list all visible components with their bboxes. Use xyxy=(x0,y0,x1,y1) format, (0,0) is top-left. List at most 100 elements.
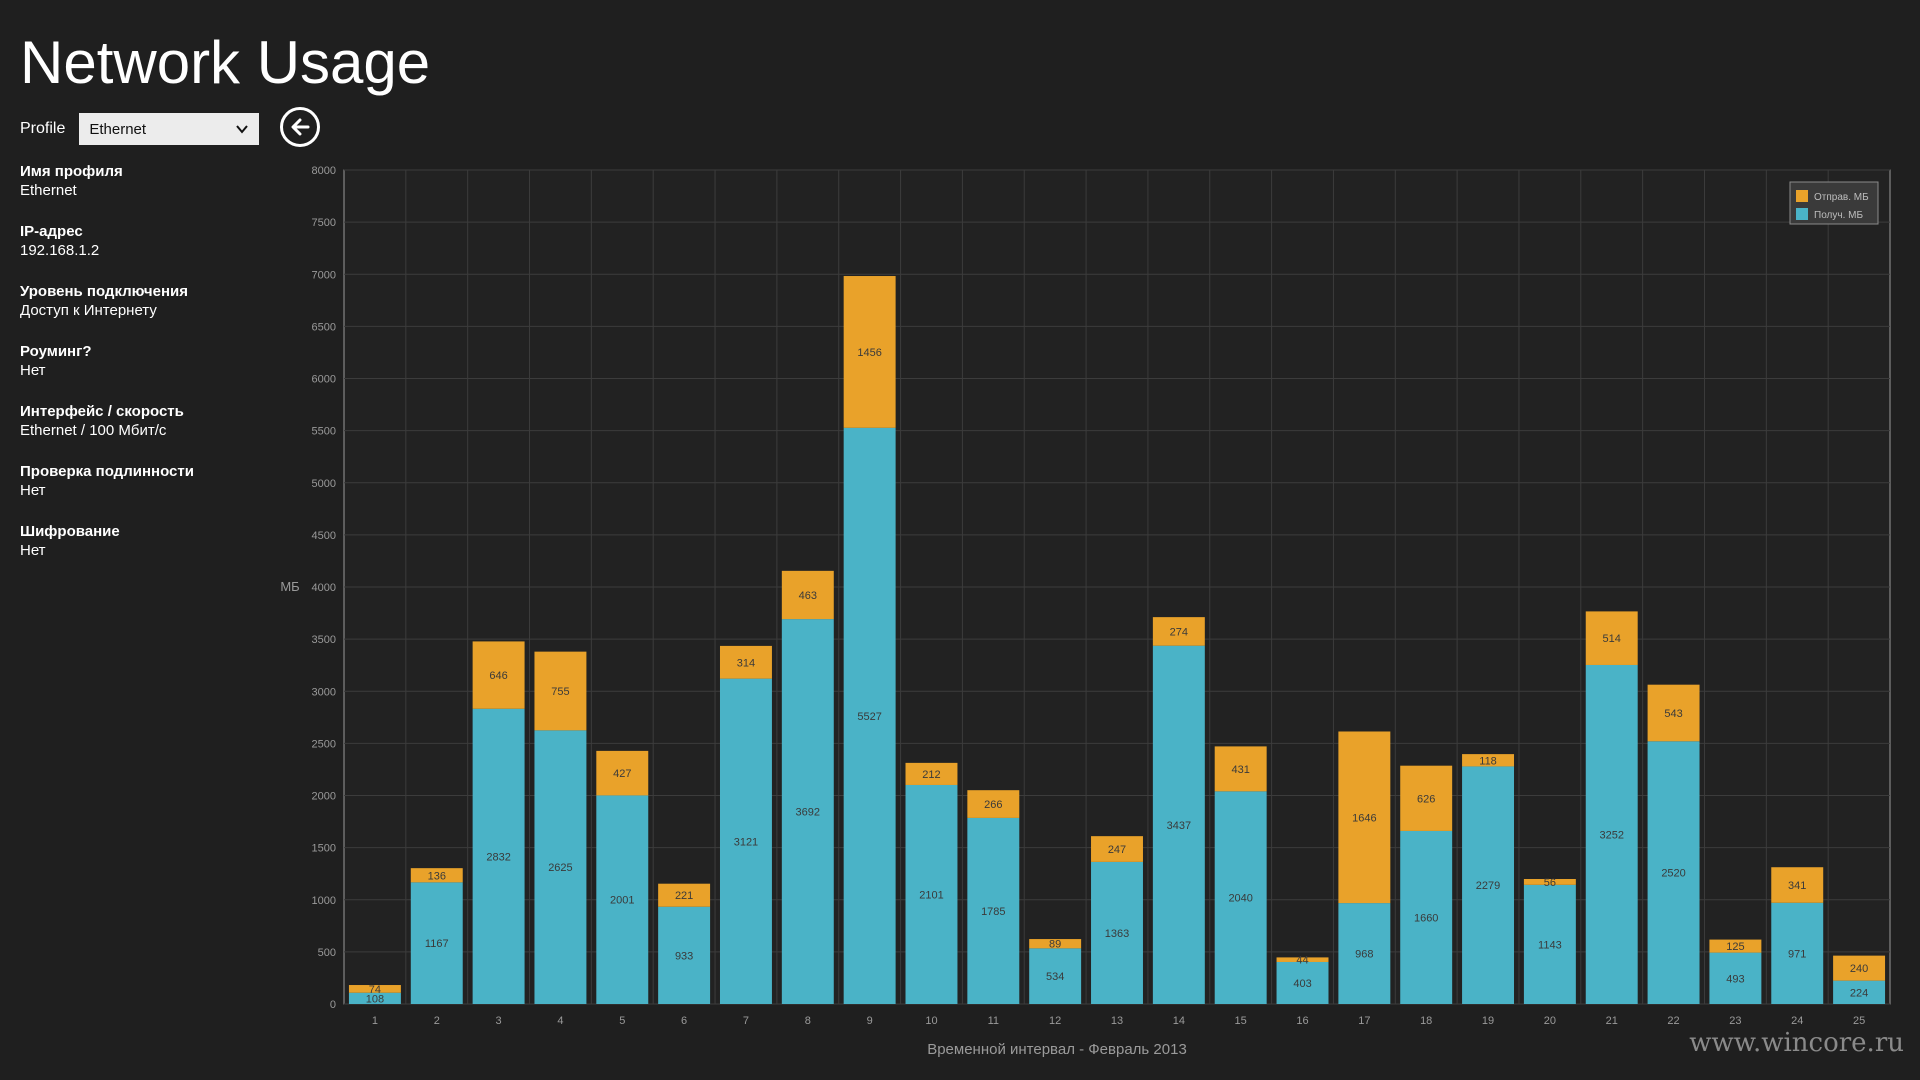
data-label-sent: 755 xyxy=(551,686,569,698)
bar-received xyxy=(1029,948,1082,1004)
data-label-sent: 89 xyxy=(1049,939,1061,951)
info-label: Имя профиля xyxy=(20,163,123,180)
bar-received xyxy=(967,817,1020,1004)
data-label-sent: 118 xyxy=(1479,755,1497,767)
profile-select[interactable]: Ethernet xyxy=(79,113,260,145)
data-label-received: 1167 xyxy=(425,938,449,950)
x-tick-label: 5 xyxy=(619,1015,625,1027)
x-tick-label: 16 xyxy=(1296,1015,1308,1027)
bar-sent xyxy=(1152,617,1205,646)
data-label-received: 968 xyxy=(1355,949,1373,961)
data-label-sent: 240 xyxy=(1850,963,1868,975)
y-tick-label: 7000 xyxy=(312,269,336,281)
bar-sent xyxy=(1338,731,1391,904)
x-tick-label: 8 xyxy=(805,1015,811,1027)
data-label-received: 2279 xyxy=(1476,880,1500,892)
info-label: Уровень подключения xyxy=(20,283,188,300)
info-value: Нет xyxy=(20,362,46,379)
y-tick-label: 3500 xyxy=(312,634,336,646)
bar-sent xyxy=(1400,765,1453,831)
profile-row: Profile Ethernet xyxy=(20,113,260,145)
info-label: IP-адрес xyxy=(20,223,83,240)
data-label-sent: 266 xyxy=(984,799,1002,811)
data-label-received: 971 xyxy=(1788,948,1806,960)
data-label-received: 2101 xyxy=(919,889,943,901)
x-tick-label: 20 xyxy=(1544,1015,1556,1027)
y-tick-label: 4500 xyxy=(312,530,336,542)
info-authentication: Проверка подлинности Нет xyxy=(20,462,260,501)
data-label-sent: 646 xyxy=(489,670,507,682)
y-tick-label: 7500 xyxy=(312,217,336,229)
bar-received xyxy=(596,795,649,1004)
bar-received xyxy=(1585,664,1638,1004)
data-label-received: 2040 xyxy=(1228,893,1252,905)
data-label-sent: 125 xyxy=(1726,941,1744,953)
bar-received xyxy=(843,427,896,1004)
bar-received xyxy=(781,619,834,1004)
data-label-sent: 514 xyxy=(1603,633,1621,645)
y-tick-label: 5500 xyxy=(312,426,336,438)
back-arrow-icon xyxy=(291,118,310,136)
data-label-received: 1363 xyxy=(1105,928,1129,940)
back-button[interactable] xyxy=(280,107,320,147)
data-label-received: 493 xyxy=(1726,973,1744,985)
data-label-sent: 341 xyxy=(1788,880,1806,892)
bar-received xyxy=(348,992,401,1004)
data-label-received: 1660 xyxy=(1414,912,1438,924)
y-tick-label: 500 xyxy=(318,947,336,959)
bar-sent xyxy=(967,790,1020,818)
data-label-received: 3121 xyxy=(734,836,758,848)
profile-info-panel: Имя профиля Ethernet IP-адрес 192.168.1.… xyxy=(20,162,260,582)
bar-sent xyxy=(658,883,711,907)
bar-sent xyxy=(1523,879,1576,885)
bar-received xyxy=(1523,884,1576,1004)
data-label-received: 1785 xyxy=(981,906,1005,918)
y-tick-label: 1500 xyxy=(312,843,336,855)
data-label-received: 534 xyxy=(1046,971,1064,983)
y-tick-label: 6000 xyxy=(312,374,336,386)
x-tick-label: 3 xyxy=(496,1015,502,1027)
data-label-received: 3437 xyxy=(1167,820,1191,832)
bar-sent xyxy=(1585,611,1638,665)
bar-sent xyxy=(1029,939,1082,949)
profile-select-value: Ethernet xyxy=(89,120,147,138)
bar-received xyxy=(1091,861,1143,1004)
bar-received xyxy=(658,906,711,1004)
data-label-sent: 1646 xyxy=(1352,812,1376,824)
x-tick-label: 9 xyxy=(867,1015,873,1027)
data-label-sent: 314 xyxy=(737,657,755,669)
info-profile-name: Имя профиля Ethernet xyxy=(20,162,260,201)
data-label-received: 403 xyxy=(1293,978,1311,990)
info-connectivity: Уровень подключения Доступ к Интернету xyxy=(20,282,260,321)
x-tick-label: 14 xyxy=(1173,1015,1185,1027)
info-label: Шифрование xyxy=(20,523,120,540)
y-tick-label: 1000 xyxy=(312,895,336,907)
data-label-sent: 74 xyxy=(369,984,381,996)
bar-sent xyxy=(1462,754,1515,767)
data-label-received: 2625 xyxy=(548,862,572,874)
info-label: Проверка подлинности xyxy=(20,463,194,480)
network-usage-chart: 0 500 1000 1500 2000 2500 3000 3500 4000 4500 5000… xyxy=(280,165,1891,1058)
x-tick-label: 23 xyxy=(1729,1015,1741,1027)
data-label-sent: 427 xyxy=(613,768,631,780)
data-label-received: 2832 xyxy=(486,851,510,863)
y-tick-label: 2000 xyxy=(312,791,336,803)
y-tick-label: 0 xyxy=(330,999,336,1011)
x-tick-label: 1 xyxy=(372,1015,378,1027)
info-value: Доступ к Интернету xyxy=(20,302,157,319)
data-label-received: 3692 xyxy=(796,807,820,819)
data-label-sent: 274 xyxy=(1170,626,1188,638)
bar-received xyxy=(1647,741,1700,1004)
data-label-received: 2520 xyxy=(1661,868,1685,880)
data-label-sent: 212 xyxy=(922,769,940,781)
bar-received xyxy=(1400,830,1453,1004)
legend-swatch-received xyxy=(1796,208,1808,220)
data-label-received: 5527 xyxy=(857,711,881,723)
bar-received xyxy=(1152,645,1205,1004)
info-interface-speed: Интерфейс / скорость Ethernet / 100 Мбит… xyxy=(20,402,260,441)
data-label-sent: 221 xyxy=(675,890,693,902)
info-value: 192.168.1.2 xyxy=(20,242,100,259)
chevron-down-icon xyxy=(236,125,249,134)
data-label-sent: 463 xyxy=(799,590,817,602)
x-tick-label: 6 xyxy=(681,1015,687,1027)
